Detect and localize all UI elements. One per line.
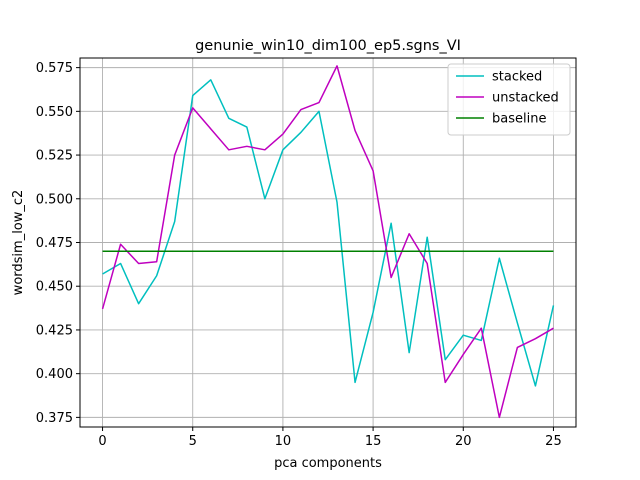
y-tick-label: 0.375: [36, 411, 73, 426]
x-axis-label: pca components: [274, 456, 382, 471]
y-tick-label: 0.525: [36, 149, 73, 164]
y-tick-label: 0.575: [36, 61, 73, 76]
series-lines: [101, 65, 555, 419]
y-tick-label: 0.500: [36, 192, 73, 207]
legend-label-stacked: stacked: [492, 70, 542, 85]
x-tick-label: 20: [455, 434, 472, 449]
y-axis-label: wordsim_low_c2: [11, 190, 26, 296]
x-tick-label: 0: [98, 434, 106, 449]
series-line-unstacked: [101, 65, 554, 419]
y-tick-label: 0.450: [36, 280, 73, 295]
legend-label-baseline: baseline: [492, 112, 546, 127]
y-tick-label: 0.400: [36, 367, 73, 382]
x-tick-label: 25: [545, 434, 562, 449]
legend-label-unstacked: unstacked: [492, 91, 559, 106]
series-line-stacked: [102, 79, 555, 387]
y-tick-label: 0.425: [36, 323, 73, 338]
legend: stacked unstacked baseline: [447, 63, 571, 136]
axis-ticks: 0 5 10 15 20 25 0.375 0.400 0.425 0.450 0.475 0.500…: [36, 61, 562, 449]
y-tick-label: 0.475: [36, 236, 73, 251]
x-tick-label: 5: [189, 434, 197, 449]
y-tick-label: 0.550: [36, 105, 73, 120]
chart-title: genunie_win10_dim100_ep5.sgns_VI: [195, 38, 461, 54]
x-tick-label: 15: [365, 434, 382, 449]
x-tick-label: 10: [275, 434, 292, 449]
